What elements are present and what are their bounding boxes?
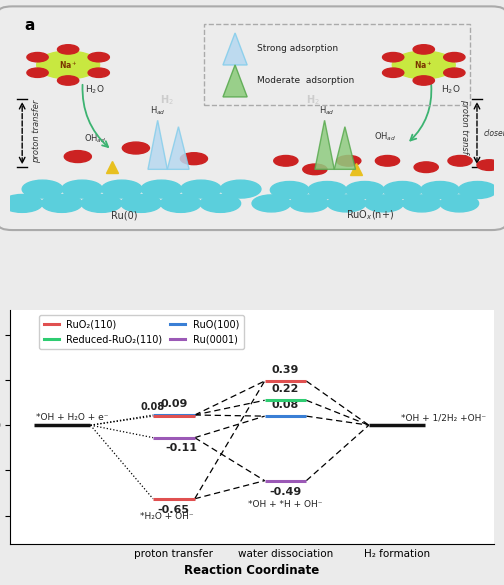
Circle shape — [303, 164, 327, 175]
Circle shape — [365, 195, 403, 212]
Circle shape — [57, 76, 79, 85]
Text: *OH + 1/2H₂ +OH⁻: *OH + 1/2H₂ +OH⁻ — [401, 414, 486, 422]
Text: 0.08: 0.08 — [272, 401, 299, 411]
Text: OH$_{ad}$: OH$_{ad}$ — [84, 133, 106, 145]
Text: proton transfer: proton transfer — [32, 99, 41, 163]
Circle shape — [337, 156, 361, 166]
Circle shape — [448, 156, 472, 166]
Circle shape — [375, 156, 400, 166]
Polygon shape — [223, 33, 247, 65]
Circle shape — [421, 181, 459, 198]
Circle shape — [440, 195, 479, 212]
Text: 0.39: 0.39 — [272, 365, 299, 375]
Circle shape — [413, 76, 434, 85]
Polygon shape — [315, 121, 334, 169]
Circle shape — [413, 44, 434, 54]
Text: *OH + *H + OH⁻: *OH + *H + OH⁻ — [248, 500, 323, 509]
Circle shape — [327, 195, 366, 212]
Circle shape — [121, 194, 161, 212]
Circle shape — [290, 195, 328, 212]
Text: closer: closer — [483, 129, 504, 137]
Text: *H₂O + OH⁻: *H₂O + OH⁻ — [140, 512, 193, 521]
Circle shape — [160, 194, 201, 212]
Circle shape — [402, 195, 441, 212]
Circle shape — [27, 53, 48, 62]
Text: *OH + H₂O + e⁻: *OH + H₂O + e⁻ — [36, 414, 109, 422]
Circle shape — [383, 181, 422, 198]
Circle shape — [88, 53, 109, 62]
Circle shape — [383, 68, 404, 77]
Circle shape — [37, 51, 100, 79]
Circle shape — [81, 194, 122, 212]
Circle shape — [274, 156, 298, 166]
Text: -0.49: -0.49 — [269, 487, 301, 497]
Text: Na$^+$: Na$^+$ — [59, 59, 78, 71]
Text: Na$^+$: Na$^+$ — [414, 59, 433, 71]
Circle shape — [122, 142, 149, 154]
Circle shape — [477, 160, 501, 170]
Text: H$_2$: H$_2$ — [305, 93, 320, 107]
Legend: RuO₂(110), Reduced-RuO₂(110), RuO(100), Ru(0001): RuO₂(110), Reduced-RuO₂(110), RuO(100), … — [39, 315, 244, 349]
Text: 0.08: 0.08 — [141, 402, 165, 412]
X-axis label: Reaction Coordinate: Reaction Coordinate — [184, 565, 320, 577]
Polygon shape — [148, 121, 167, 169]
Text: -0.11: -0.11 — [165, 443, 197, 453]
Text: H$_2$O: H$_2$O — [440, 84, 460, 96]
Text: Strong adsorption: Strong adsorption — [257, 44, 338, 53]
Circle shape — [392, 51, 455, 79]
Text: Ru(0): Ru(0) — [110, 211, 137, 221]
Polygon shape — [223, 65, 247, 97]
Circle shape — [252, 195, 291, 212]
Circle shape — [57, 44, 79, 54]
Text: RuO$_x$(n+): RuO$_x$(n+) — [346, 208, 395, 222]
Text: 0.22: 0.22 — [272, 384, 299, 394]
Circle shape — [414, 162, 438, 173]
Circle shape — [141, 180, 182, 198]
Circle shape — [62, 180, 102, 198]
Circle shape — [22, 180, 63, 198]
Text: H$_{ad}$: H$_{ad}$ — [150, 105, 165, 118]
Circle shape — [308, 181, 347, 198]
Text: a: a — [25, 18, 35, 33]
Circle shape — [88, 68, 109, 77]
Polygon shape — [334, 127, 355, 169]
Circle shape — [270, 181, 309, 198]
Text: H$_2$O: H$_2$O — [85, 84, 104, 96]
Text: H$_{ad}$: H$_{ad}$ — [319, 105, 335, 118]
Text: H$_2$: H$_2$ — [160, 93, 174, 107]
Circle shape — [383, 53, 404, 62]
Circle shape — [220, 180, 261, 198]
Circle shape — [65, 150, 91, 163]
Circle shape — [101, 180, 142, 198]
Circle shape — [200, 194, 240, 212]
Polygon shape — [167, 127, 189, 169]
Circle shape — [444, 53, 465, 62]
Circle shape — [180, 180, 221, 198]
Text: proton transfer: proton transfer — [460, 99, 469, 163]
Text: OH$_{ad}$: OH$_{ad}$ — [374, 130, 396, 143]
Circle shape — [458, 181, 497, 198]
Circle shape — [180, 153, 208, 164]
Circle shape — [41, 194, 82, 212]
Circle shape — [346, 181, 384, 198]
Bar — [204, 25, 470, 105]
FancyBboxPatch shape — [0, 6, 504, 230]
Text: -0.65: -0.65 — [158, 505, 190, 515]
Text: Moderate  adsorption: Moderate adsorption — [257, 77, 354, 85]
Circle shape — [27, 68, 48, 77]
Text: 0.09: 0.09 — [160, 400, 187, 409]
Circle shape — [444, 68, 465, 77]
Circle shape — [2, 194, 42, 212]
